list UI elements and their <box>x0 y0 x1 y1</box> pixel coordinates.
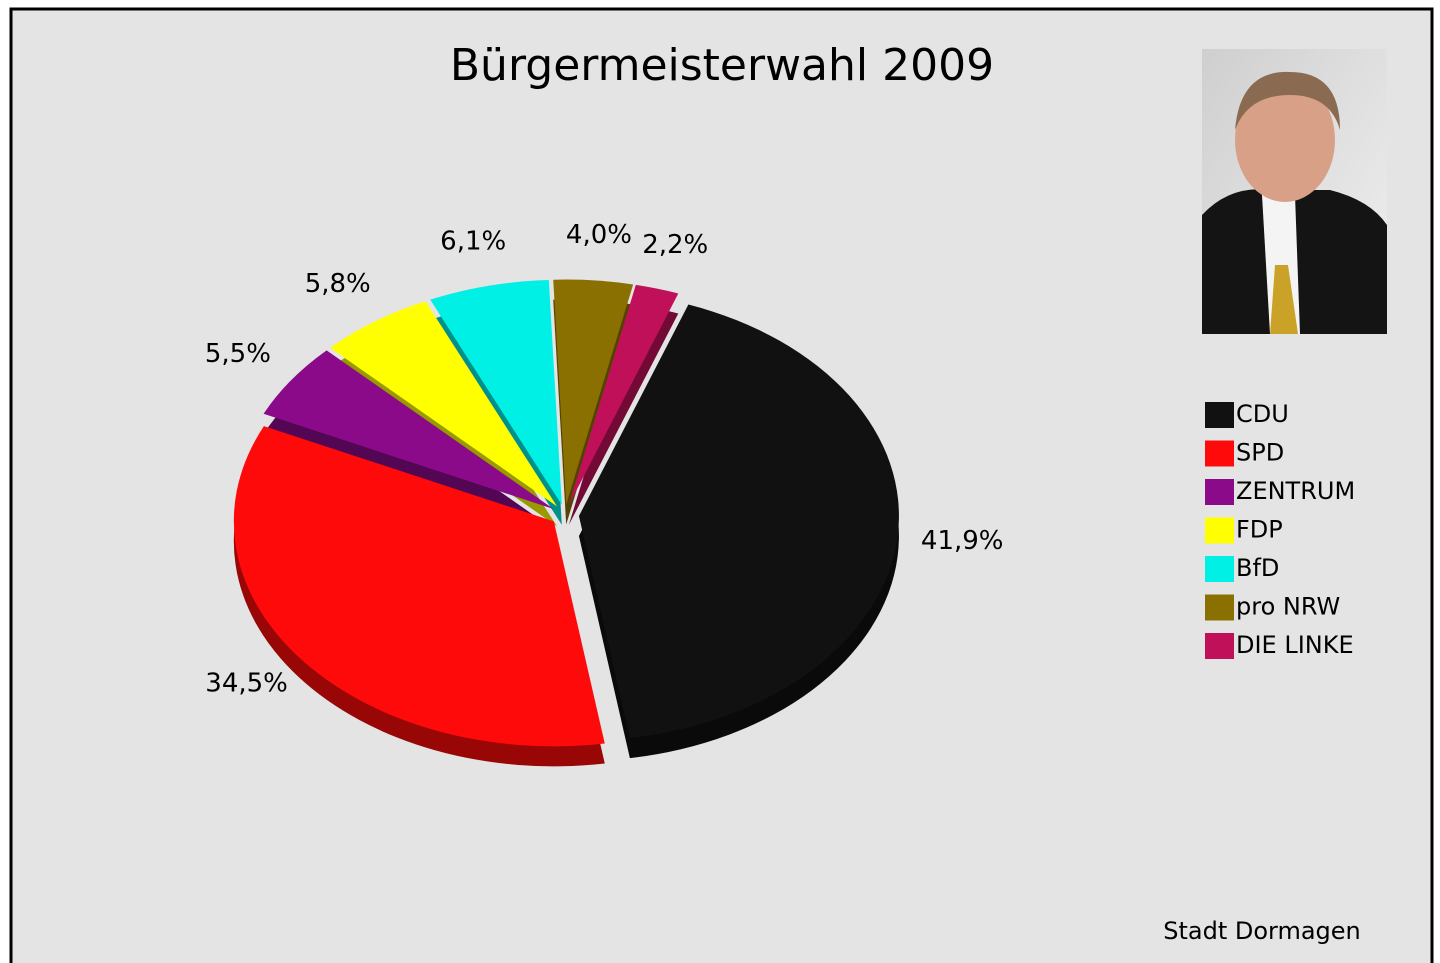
data-label: 4,0% <box>566 220 632 250</box>
slice <box>263 350 554 509</box>
legend-swatch <box>1205 594 1234 621</box>
legend-swatch <box>1205 440 1234 467</box>
legend-label: SPD <box>1236 439 1284 467</box>
legend-label: DIE LINKE <box>1236 631 1354 659</box>
legend-label: ZENTRUM <box>1236 477 1355 505</box>
legend-label: BfD <box>1236 554 1279 582</box>
data-label: 5,8% <box>305 269 371 299</box>
slice <box>330 301 558 507</box>
legend-swatch <box>1205 633 1234 659</box>
data-label: 34,5% <box>205 669 288 699</box>
legend-swatch <box>1205 479 1234 505</box>
legend-label: pro NRW <box>1236 593 1340 621</box>
slice <box>568 284 679 505</box>
legend-swatch <box>1205 517 1234 544</box>
data-label: 2,2% <box>642 230 708 260</box>
slice-side <box>568 304 679 525</box>
photo <box>1202 49 1387 334</box>
chart-title: Bürgermeisterwahl 2009 <box>450 40 994 91</box>
slice <box>578 304 899 739</box>
slice <box>233 426 605 747</box>
legend-swatch <box>1205 556 1234 582</box>
legend-label: CDU <box>1236 400 1289 428</box>
source-note: Stadt Dormagen <box>1163 917 1361 945</box>
legend-label: FDP <box>1236 516 1283 544</box>
legend-swatch <box>1205 402 1234 428</box>
pie <box>233 279 899 767</box>
data-label: 5,5% <box>205 339 271 369</box>
data-label: 6,1% <box>440 227 506 257</box>
slice <box>430 279 562 505</box>
legend: CDU SPD ZENTRUM FDP BfD pro NRW DIE LINKE <box>1205 400 1355 659</box>
data-label: 41,9% <box>921 526 1004 556</box>
slice <box>553 279 634 505</box>
